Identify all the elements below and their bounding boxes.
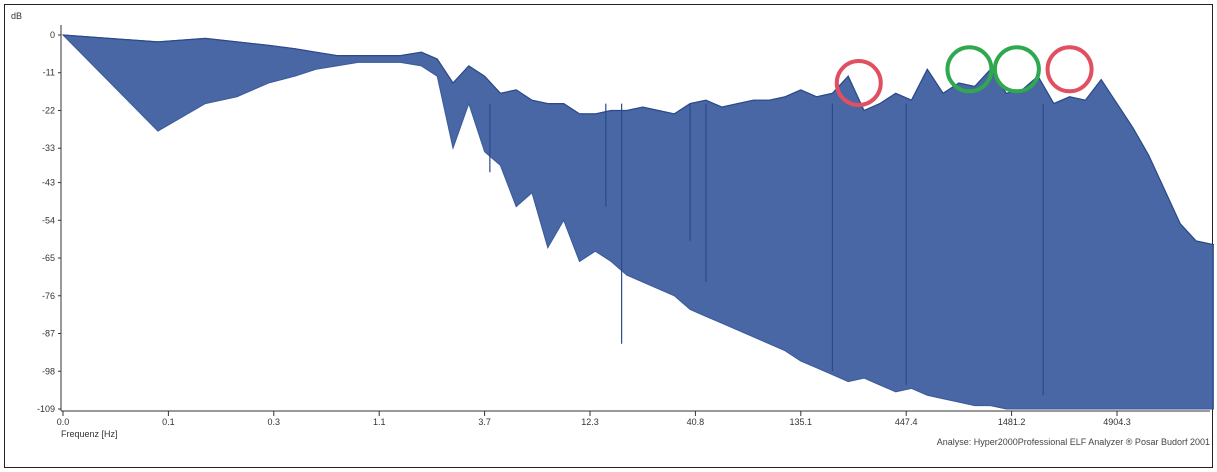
y-tick-label: -43 [42,178,55,188]
x-tick-label: 1481.2 [998,417,1026,427]
x-tick-label: 447.4 [895,417,918,427]
y-tick-label: 0 [50,30,55,40]
y-tick-label: -54 [42,215,55,225]
x-tick-label: 135.1 [790,417,813,427]
y-tick-label: -33 [42,143,55,153]
x-axis: 0.0 0.1 0.3 1.1 3.7 12.3 40.8 135.1 447.4 1481.2 4… [57,410,1210,427]
x-tick-label: 3.7 [478,417,491,427]
chart-frame: 0 -11 -22 -33 -43 -54 -65 -76 -87 -98 -109 0.0 0.1 0… [4,4,1214,468]
credit-text: Analyse: Hyper2000Professional ELF Analy… [937,437,1210,447]
y-tick-label: -87 [42,329,55,339]
annotation-circle [945,45,994,94]
spectrum-line [62,34,1214,246]
x-tick-label: 40.8 [687,417,705,427]
x-tick-label: 1.1 [373,417,386,427]
annotation-circle [834,59,883,108]
annotation-circle [992,45,1041,94]
y-tick-label: -65 [42,253,55,263]
x-tick-label: 0.0 [57,417,70,427]
y-tick-label: -22 [42,105,55,115]
y-tick-label: -98 [42,366,55,376]
y-tick-label: -76 [42,291,55,301]
y-axis: 0 -11 -22 -33 -43 -54 -65 -76 -87 -98 -109 [37,25,62,414]
spectrum-chart: 0-11-22-33-43-54-65-76-87-98-109 0.0 0.1 0… [11,11,1214,447]
y-axis-label: dB [11,11,22,21]
y-tick-label: -11 [43,68,55,78]
annotation-circle [1045,45,1094,94]
x-axis-label: Frequenz [Hz] [61,429,118,439]
x-tick-label: 4904.3 [1103,417,1131,427]
spectrum-envelope [61,34,1214,410]
x-tick-label: 0.1 [162,417,175,427]
y-tick-label: -109 [37,404,55,414]
plot-area [61,34,1214,410]
x-tick-label: 0.3 [268,417,281,427]
x-tick-label: 12.3 [581,417,599,427]
